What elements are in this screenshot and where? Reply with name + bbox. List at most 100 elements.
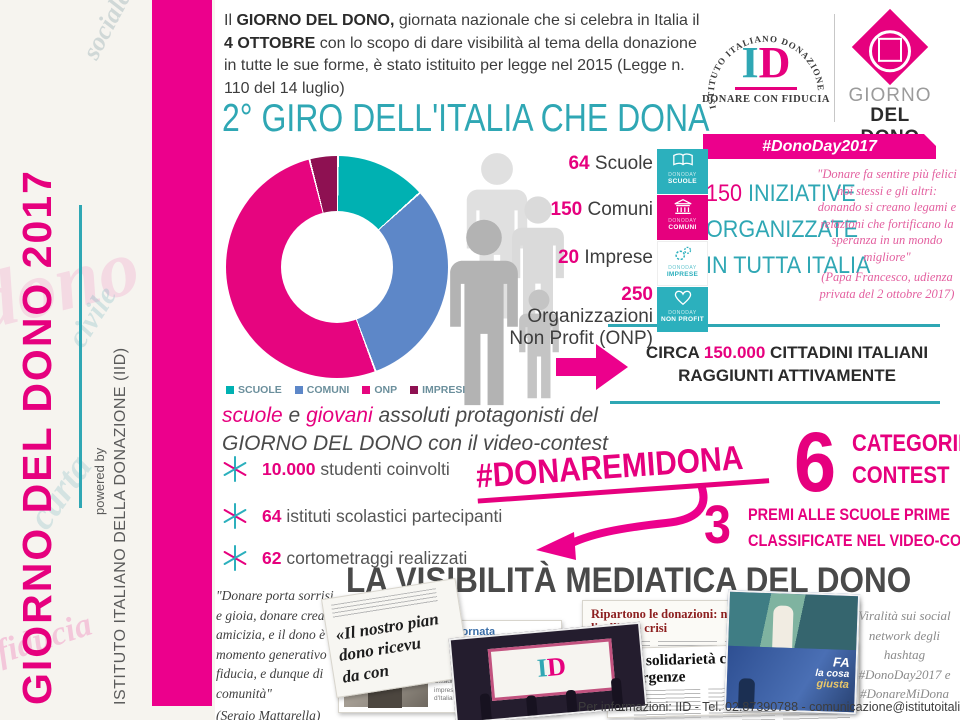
premi-line1: PREMI ALLE SCUOLE PRIME — [748, 506, 950, 524]
stat-value: 20 — [557, 247, 580, 268]
vc-highlight: giovani — [306, 404, 373, 427]
legend-label: SCUOLE — [238, 384, 282, 396]
bullet-cortometraggi: 62 cortometraggi realizzati — [222, 545, 467, 571]
stat-label: Scuole — [594, 153, 653, 174]
legend-item: IMPRESE — [410, 384, 469, 396]
sidebar-title: GIORNO DEL DONO 2017 — [14, 169, 60, 705]
reach-text: CITTADINI ITALIANI — [765, 343, 929, 362]
quote-source: (Sergio Mattarella) — [216, 708, 321, 720]
divider-line — [610, 401, 940, 404]
bullet-number: 64 — [262, 505, 282, 526]
stat-imprese: 20 Imprese — [503, 247, 653, 269]
iniziative-line1: 150 INIZIATIVE — [706, 176, 856, 212]
donoday-badges: DONODAY SCUOLE DONODAY COMUNI DONODAY IM… — [657, 149, 708, 333]
legend-item: COMUNI — [294, 384, 350, 396]
bullet-label: cortometraggi realizzati — [286, 547, 468, 568]
reach-statement: CIRCA 150.000 CITTADINI ITALIANI RAGGIUN… — [634, 342, 940, 388]
tv-person — [772, 605, 794, 649]
social-virality-note: Viralità sui social network degli hashta… — [858, 608, 951, 701]
bank-icon — [657, 198, 708, 218]
bullet-studenti: 10.000 studenti coinvolti — [222, 456, 450, 482]
donut-chart — [226, 156, 448, 378]
bullet-label: istituti scolastici partecipanti — [286, 505, 503, 526]
quote-text: "Donare fa sentire più felici noi stessi… — [817, 167, 957, 264]
contest-number-3: 3 — [704, 495, 732, 555]
stat-label: Imprese — [584, 247, 653, 268]
bullet-text: 10.000 studenti coinvolti — [262, 459, 450, 480]
quote-papa-francesco: "Donare fa sentire più felici noi stessi… — [814, 166, 960, 302]
iid-letter-i: I — [741, 38, 759, 87]
vc-line2: GIORNO DEL DONO con il video-contest — [222, 432, 608, 456]
book-icon — [657, 152, 708, 172]
legend-swatch — [294, 386, 303, 394]
quote-mattarella: "Donare porta sorrisi e gioia, donare cr… — [216, 586, 342, 720]
reach-text: CIRCA — [645, 343, 704, 362]
reach-line1: CIRCA 150.000 CITTADINI ITALIANI — [634, 342, 940, 365]
vc-text: assoluti protagonisti del — [372, 404, 598, 427]
logo-separator — [834, 14, 835, 122]
heart-icon — [657, 290, 708, 310]
intro-text: giornata nazionale che si celebra in Ita… — [394, 12, 700, 29]
iid-letter-d: D — [758, 38, 791, 87]
knot-square — [878, 37, 902, 62]
badge-label: IMPRESE — [666, 271, 699, 278]
bullet-text: 64 istituti scolastici partecipanti — [262, 506, 502, 527]
intro-text: Il — [224, 12, 237, 29]
contest-categorie-label: CATEGORIE — [852, 430, 960, 457]
people-silhouettes — [440, 146, 575, 408]
badge-label: NON PROFIT — [660, 316, 705, 323]
person-icon — [512, 196, 564, 339]
tv-backdrop-panel: ID — [487, 638, 616, 701]
sidebar-divider — [79, 205, 82, 508]
powered-by-label: powered by — [92, 447, 107, 515]
bullet-label: studenti coinvolti — [320, 458, 450, 479]
iniziative-line2: ORGANIZZATE — [706, 216, 859, 243]
reach-line2: RAGGIUNTI ATTIVAMENTE — [678, 365, 896, 385]
legend-swatch — [410, 386, 419, 394]
sidebar-organization: ISTITUTO ITALIANO DELLA DONAZIONE (IID) — [112, 347, 129, 705]
curved-arrow-icon — [536, 486, 708, 560]
vc-line1: scuole e giovani assoluti protagonisti d… — [222, 402, 608, 430]
diamond-knot-icon — [851, 8, 929, 86]
divider-line — [608, 324, 940, 327]
badge-brand: DONODAY — [668, 172, 697, 178]
badge-label: SCUOLE — [668, 178, 697, 185]
legend-item: SCUOLE — [226, 384, 282, 396]
badge-imprese: DONODAY IMPRESE — [657, 241, 708, 286]
intro-paragraph: Il GIORNO DEL DONO, giornata nazionale c… — [224, 10, 710, 101]
person-icon — [450, 219, 518, 406]
bullet-istituti: 64 istituti scolastici partecipanti — [222, 503, 502, 529]
stat-comuni: 150 Comuni — [503, 199, 653, 221]
legend-swatch — [226, 386, 234, 394]
legend-label: ONP — [374, 384, 398, 396]
badge-brand: DONODAY — [668, 265, 697, 271]
intro-bold-date: 4 OTTOBRE — [224, 34, 316, 52]
iniziative-count: 150 — [706, 180, 743, 207]
footer-contact: Per informazioni: IID - Tel. 02.87390788… — [578, 700, 960, 714]
badge-brand: DONODAY — [668, 218, 697, 224]
stat-onp: 250 Organizzazioni Non Profit (ONP) — [503, 284, 653, 350]
stat-scuole: 64 Scuole — [503, 153, 653, 175]
reach-number: 150.000 — [703, 343, 766, 362]
bullet-number: 62 — [262, 547, 282, 568]
stat-value: 64 — [568, 153, 590, 174]
iniziative-line3: IN TUTTA ITALIA — [706, 252, 871, 279]
stat-value: 150 — [550, 199, 583, 220]
quote-source: (Papa Francesco, udienza privata del 2 o… — [819, 270, 955, 301]
iniziative-text: INIZIATIVE — [742, 180, 856, 207]
badge-brand: DONODAY — [668, 310, 697, 316]
legend-label: COMUNI — [306, 384, 350, 396]
stage-figure — [565, 689, 578, 713]
iniziative-block: 150 INIZIATIVE ORGANIZZATE IN TUTTA ITAL… — [706, 176, 871, 284]
chart-legend: SCUOLE COMUNI ONP IMPRESE — [226, 384, 469, 396]
legend-label: IMPRESE — [422, 384, 470, 396]
bullet-text: 62 cortometraggi realizzati — [262, 548, 467, 569]
backdrop-letter: D — [545, 651, 568, 682]
watermark-word: sociale — [76, 0, 137, 65]
clipping-tv-stills: FA la cosa giusta — [723, 589, 861, 715]
intro-bold-giorno: GIORNO DEL DONO, — [236, 12, 395, 29]
iid-arc-text: ISTITUTO ITALIANO DONAZIONE — [706, 34, 825, 110]
quote-text: "Donare porta sorrisi e gioia, donare cr… — [216, 588, 342, 701]
gdd-logo-line1: GIORNO — [848, 85, 932, 106]
